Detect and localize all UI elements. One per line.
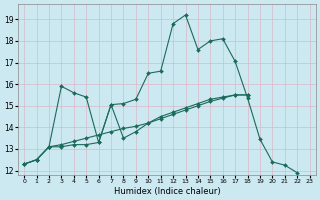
X-axis label: Humidex (Indice chaleur): Humidex (Indice chaleur): [114, 187, 220, 196]
